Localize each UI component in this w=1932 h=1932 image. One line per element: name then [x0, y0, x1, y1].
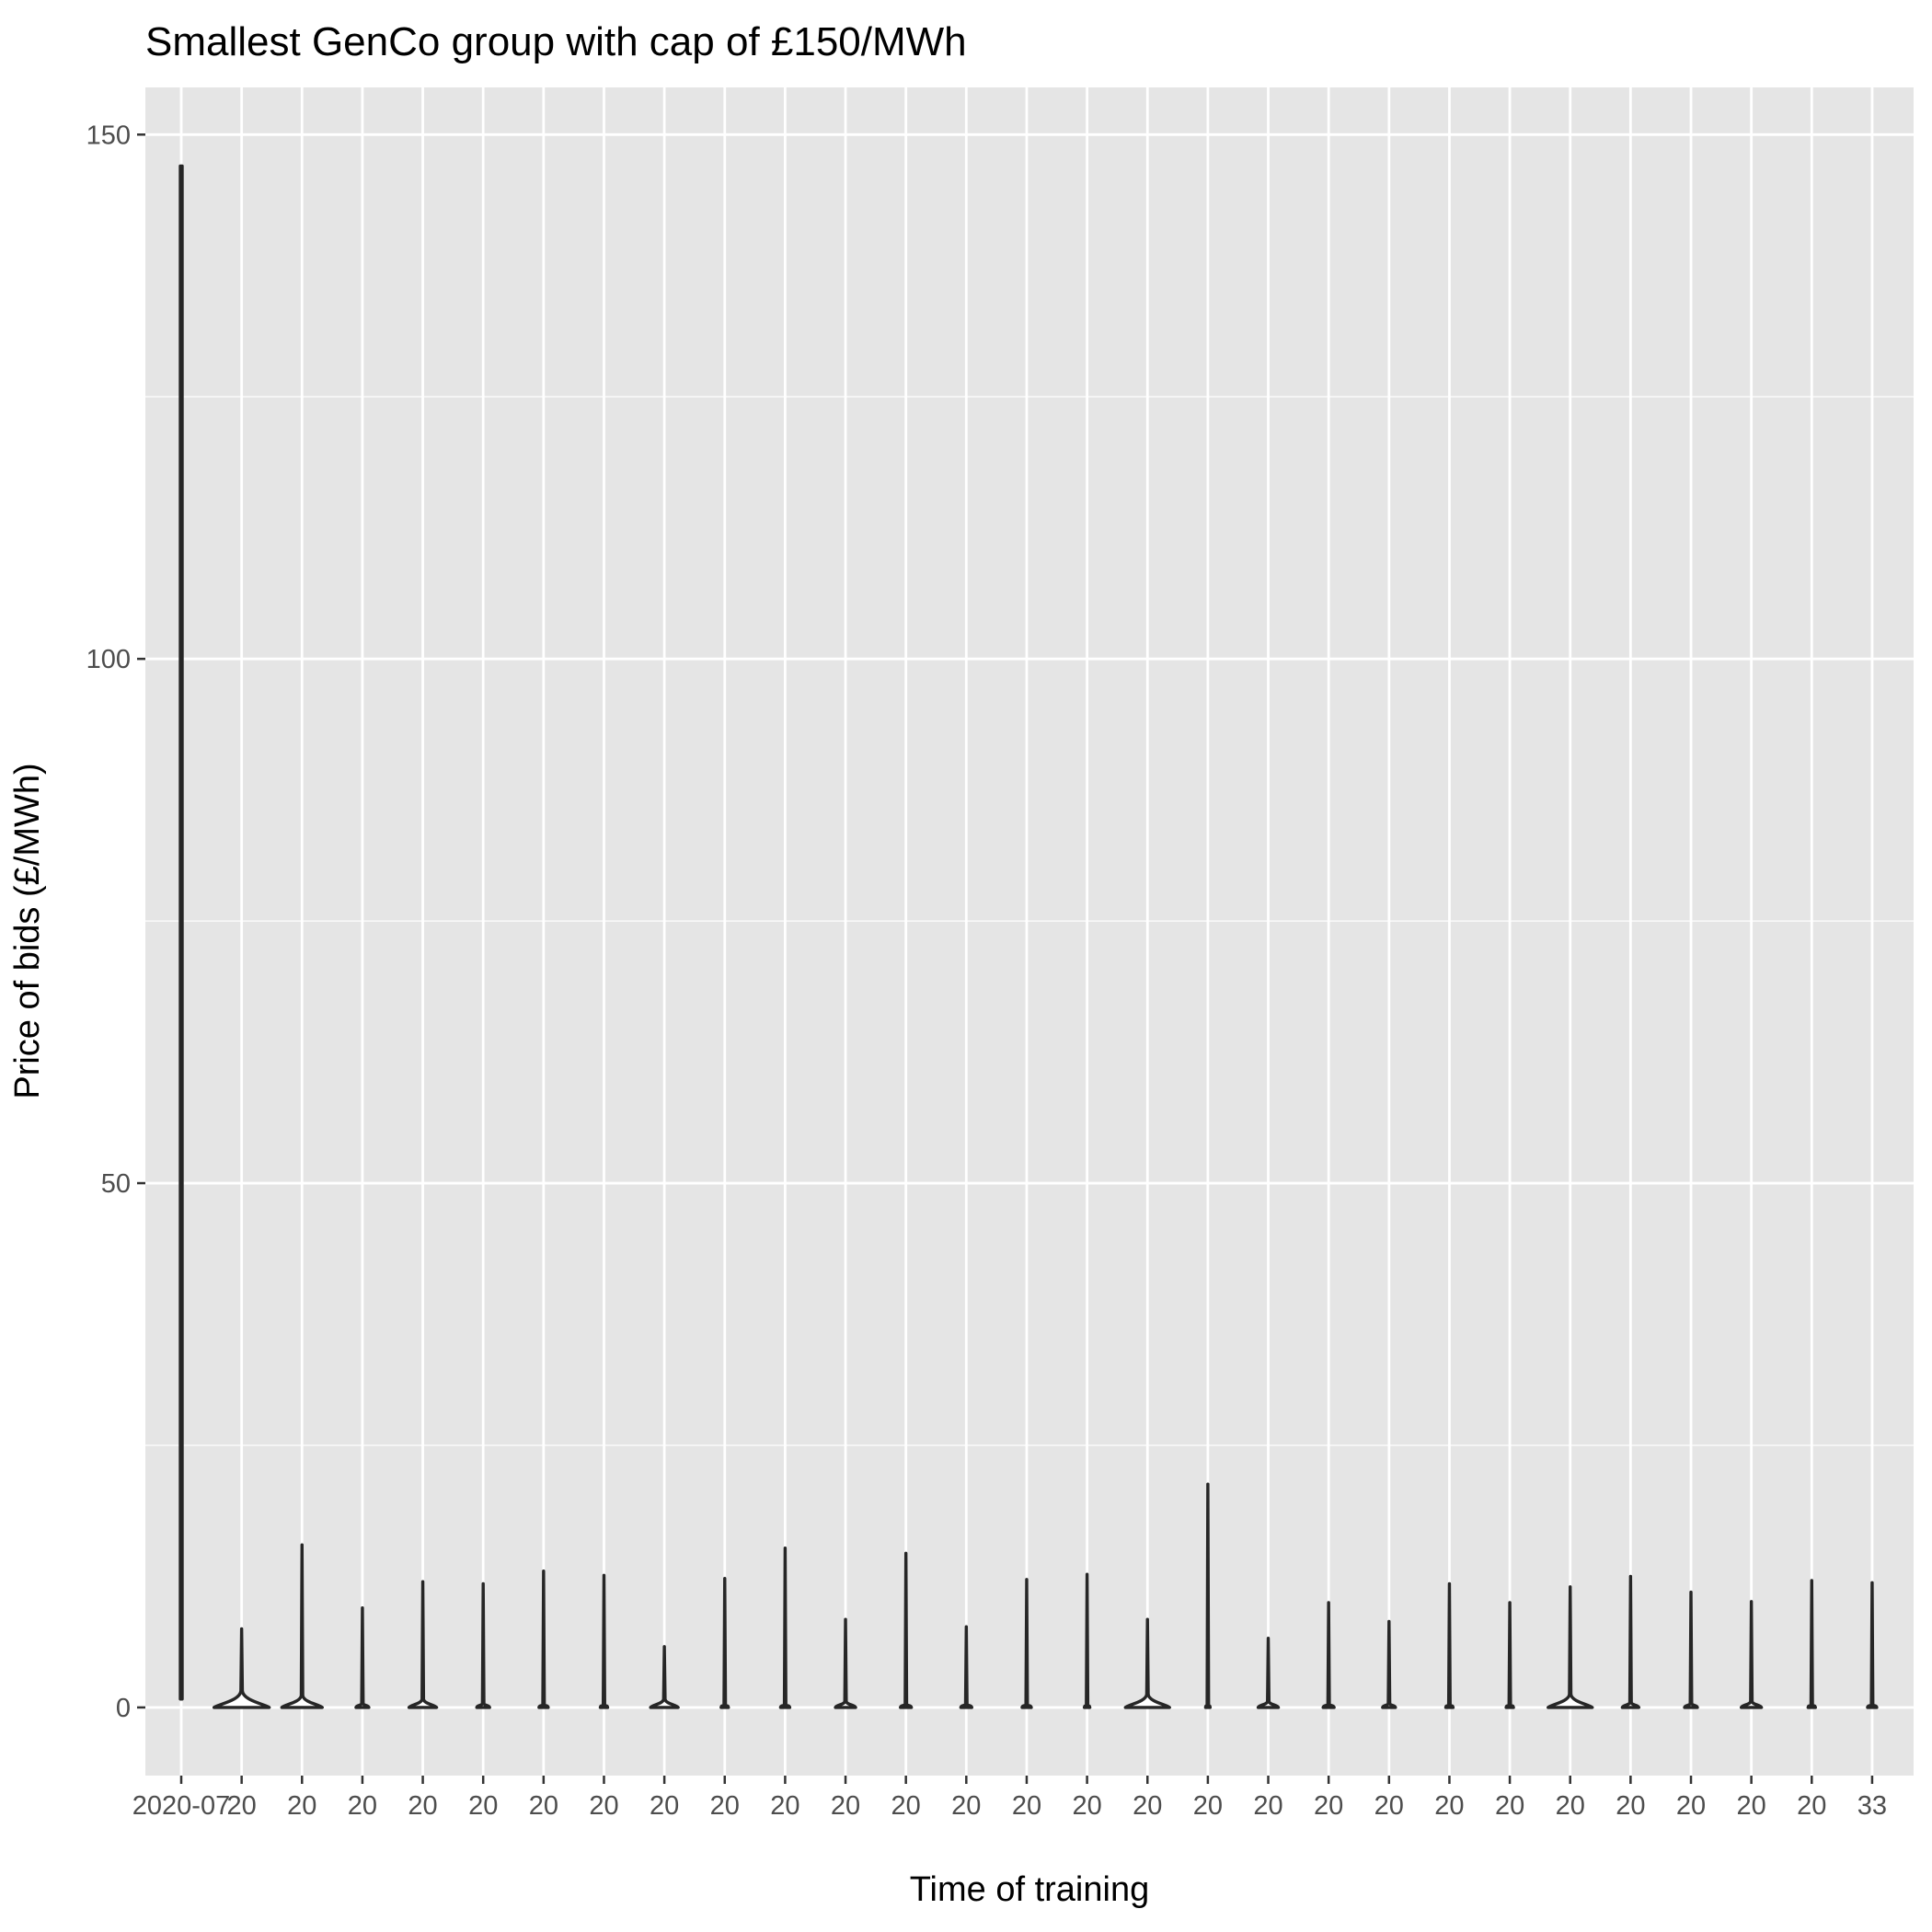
x-tick-label: 20: [287, 1791, 316, 1821]
x-tick-label: 20: [710, 1791, 740, 1821]
violin: [354, 1605, 371, 1709]
y-tick-label: 150: [86, 121, 131, 150]
x-tick-label: 20: [1374, 1791, 1404, 1821]
violin: [1203, 1482, 1213, 1709]
y-tick-label: 0: [116, 1694, 131, 1723]
violin: [719, 1577, 730, 1709]
x-tick-label: 20: [529, 1791, 558, 1821]
x-tick-label: 20: [408, 1791, 437, 1821]
violin: [1620, 1574, 1641, 1709]
violin: [537, 1570, 550, 1709]
x-tick-label: 20: [650, 1791, 679, 1821]
x-tick-label: 20: [831, 1791, 860, 1821]
x-tick-label: 20: [951, 1791, 981, 1821]
violin: [212, 1627, 271, 1709]
x-tick-label: 20: [1616, 1791, 1645, 1821]
violin: [1739, 1600, 1764, 1709]
minor-gridlines: [145, 396, 1914, 1446]
x-axis-title: Time of training: [910, 1870, 1149, 1909]
violin: [598, 1573, 610, 1709]
y-tick-label: 100: [86, 645, 131, 674]
x-tick-label: 20: [589, 1791, 618, 1821]
violin: [1020, 1578, 1033, 1709]
violin: [1123, 1617, 1171, 1709]
violins: [178, 164, 1879, 1709]
violin: [778, 1546, 792, 1709]
x-tick-label: 20: [1737, 1791, 1766, 1821]
violin: [834, 1617, 857, 1709]
x-tick-label: 20: [1797, 1791, 1826, 1821]
violin: [1321, 1601, 1336, 1709]
violin: [407, 1580, 439, 1709]
violin: [1504, 1601, 1515, 1709]
violin: [1381, 1619, 1397, 1709]
x-tick-label: 20: [348, 1791, 377, 1821]
violin: [1082, 1572, 1092, 1709]
violin: [1256, 1636, 1281, 1709]
x-tick-label: 20: [1434, 1791, 1464, 1821]
violin: [898, 1551, 914, 1709]
x-tick-label: 2020-07: [132, 1791, 230, 1821]
violin: [1683, 1590, 1699, 1709]
violin: [1443, 1581, 1455, 1709]
x-tick-label: 20: [1495, 1791, 1524, 1821]
violin: [1547, 1585, 1594, 1709]
x-tick-label: 20: [227, 1791, 257, 1821]
y-tick-label: 50: [101, 1169, 131, 1199]
x-tick-label: 20: [1676, 1791, 1706, 1821]
violin: [280, 1543, 324, 1709]
major-gridlines: [145, 87, 1914, 1776]
violin: [1866, 1581, 1879, 1709]
y-axis: 0 50 100 150: [86, 121, 145, 1723]
violin: [649, 1645, 680, 1709]
x-tick-label: 20: [1314, 1791, 1343, 1821]
y-axis-title: Price of bids (£/MWh): [8, 763, 47, 1098]
x-tick-label: 20: [1012, 1791, 1041, 1821]
x-tick-label: 20: [1133, 1791, 1162, 1821]
x-tick-label: 20: [1253, 1791, 1282, 1821]
x-tick-label: 20: [1193, 1791, 1223, 1821]
violin: [959, 1625, 974, 1709]
plot-panel: [145, 87, 1914, 1776]
x-tick-label: 20: [891, 1791, 921, 1821]
chart-title: Smallest GenCo group with cap of £150/MW…: [145, 19, 967, 64]
violin: [1806, 1579, 1817, 1709]
x-tick-label: 20: [1556, 1791, 1585, 1821]
violin: [178, 164, 184, 1701]
violin: [475, 1581, 491, 1709]
x-tick-label: 20: [468, 1791, 498, 1821]
x-tick-label: 20: [1072, 1791, 1101, 1821]
x-tick-label: 33: [1857, 1791, 1887, 1821]
x-tick-label: 20: [770, 1791, 799, 1821]
